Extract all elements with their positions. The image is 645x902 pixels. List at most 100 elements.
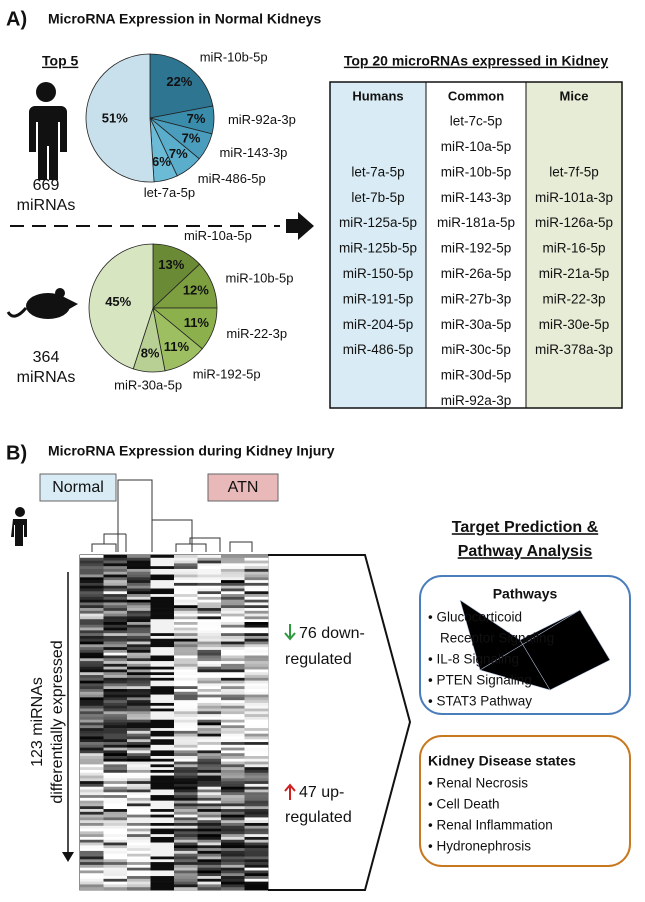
heatmap-cell (244, 792, 269, 796)
heatmap-cell (80, 622, 104, 626)
heatmap-cell (221, 747, 245, 751)
heatmap-cell (197, 630, 222, 634)
heatmap-cell (244, 585, 269, 589)
heatmap-cell (150, 602, 175, 606)
heatmap-cell (80, 591, 104, 595)
heatmap-cell (80, 669, 104, 673)
heatmap-cell (103, 839, 128, 843)
heatmap-cell (174, 638, 198, 642)
heatmap-cell (103, 613, 128, 617)
heatmap-cell (221, 702, 245, 707)
heatmap-cell (221, 560, 245, 564)
heatmap-cell (103, 848, 128, 852)
pathway-item: • Glucocorticoid (428, 610, 522, 625)
heatmap-cell (103, 870, 128, 874)
heatmap-cell (197, 845, 222, 849)
heatmap-cell (127, 742, 151, 746)
heatmap-cell (197, 663, 222, 667)
heatmap-cell (150, 557, 175, 561)
heatmap-cell (103, 700, 128, 704)
heatmap-cell (103, 697, 128, 701)
heatmap-cell (103, 602, 128, 606)
heatmap-cell (197, 577, 222, 581)
up-label: 47 up- (299, 784, 344, 801)
heatmap-cell (127, 792, 151, 796)
heatmap-cell (127, 884, 151, 888)
box-title: Pathways (493, 586, 558, 602)
heatmap-cell (221, 736, 245, 740)
heatmap-cell (150, 588, 175, 592)
heatmap-cell (150, 663, 175, 667)
heatmap-cell (80, 630, 104, 634)
heatmap-cell (244, 630, 269, 634)
heatmap-cell (103, 887, 128, 891)
heatmap-cell (244, 689, 269, 693)
heatmap-cell (127, 772, 151, 776)
heatmap-cell (174, 839, 198, 843)
heatmap-cell (127, 850, 151, 855)
heatmap-cell (244, 747, 269, 751)
heatmap-cell (174, 641, 198, 645)
heatmap-cell (150, 744, 175, 748)
heatmap-cell (127, 605, 151, 609)
heatmap-cell (127, 716, 151, 721)
heatmap-cell (150, 730, 175, 734)
heatmap-cell (221, 672, 245, 676)
heatmap-cell (197, 792, 222, 796)
heatmap-cell (103, 842, 128, 846)
slice-category: miR-10a-5p (184, 228, 252, 243)
heatmap-cell (197, 786, 222, 790)
heatmap-cell (174, 610, 198, 614)
heatmap-cell (174, 669, 198, 673)
heatmap-cell (197, 789, 222, 793)
analysis-title: Target Prediction & (452, 519, 599, 536)
heatmap-cell (103, 806, 128, 810)
heatmap-cell (127, 764, 151, 768)
heatmap-cell (80, 778, 104, 782)
heatmap-cell (103, 594, 128, 598)
heatmap-cell (103, 663, 128, 667)
heatmap-cell (80, 859, 104, 863)
heatmap-cell (244, 605, 269, 609)
heatmap-cell (150, 680, 175, 684)
heatmap-cell (221, 605, 245, 609)
down-label: 76 down- (299, 625, 365, 642)
heatmap-cell (221, 786, 245, 790)
heatmap-cell (244, 786, 269, 790)
heatmap-cell (244, 644, 269, 648)
heatmap-cell (197, 736, 222, 740)
heatmap-cell (221, 764, 245, 768)
heatmap-cell (244, 610, 269, 614)
heatmap-cell (197, 828, 222, 832)
heatmap-cell (221, 622, 245, 626)
heatmap-cell (174, 828, 198, 832)
heatmap-cell (244, 823, 269, 827)
heatmap-cell (80, 853, 104, 857)
heatmap-cell (221, 689, 245, 693)
heatmap-cell (221, 638, 245, 642)
heatmap-cell (221, 758, 245, 762)
heatmap-cell (80, 795, 104, 799)
heatmap-cell (244, 730, 269, 734)
heatmap-cell (244, 728, 269, 732)
heatmap-cell (197, 641, 222, 645)
heatmap-cell (197, 560, 222, 564)
heatmap-cell (127, 725, 151, 729)
heatmap-cell (103, 772, 128, 776)
table-cell: let-7c-5p (450, 114, 503, 129)
heatmap-cell (150, 825, 175, 829)
heatmap-cell (103, 764, 128, 768)
heatmap-cell (174, 566, 198, 570)
heatmap-cell (197, 647, 222, 651)
heatmap-cell (174, 691, 198, 695)
heatmap-cell (103, 809, 128, 813)
human-icon (29, 82, 67, 180)
heatmap-cell (221, 767, 245, 771)
slice-label: 11% (184, 315, 210, 330)
heatmap-cell (127, 568, 151, 573)
heatmap-cell (80, 594, 104, 598)
heatmap-cell (174, 574, 198, 578)
heatmap-cell (127, 758, 151, 762)
heatmap-cell (80, 820, 104, 824)
heatmap-cell (221, 649, 245, 654)
